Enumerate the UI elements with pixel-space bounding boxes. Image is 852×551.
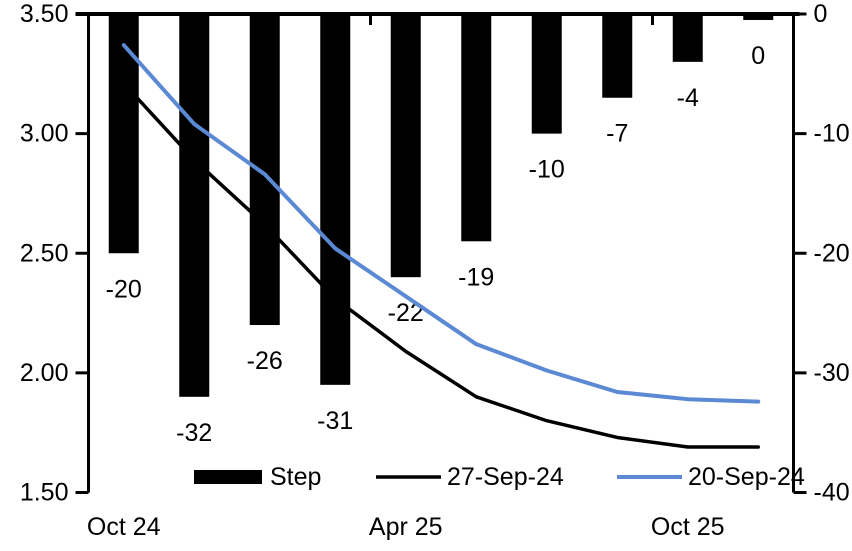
line-series-27-sep-24: [122, 81, 760, 449]
bar-step-2: [249, 14, 280, 326]
bar-data-label-3: -31: [317, 407, 353, 435]
bar-step-5: [461, 14, 492, 242]
bar-data-label-9: 0: [751, 42, 765, 70]
left-axis-label-4: 1.50: [20, 479, 69, 507]
bar-step-0: [108, 14, 139, 254]
bar-data-label-2: -26: [247, 347, 283, 375]
bar-step-3: [320, 14, 351, 385]
bar-step-1: [179, 14, 210, 397]
bar-data-label-6: -10: [529, 156, 565, 184]
bar-step-7: [602, 14, 633, 98]
x-axis-label-1: Apr 25: [369, 513, 443, 541]
left-axis-label-0: 3.50: [20, 0, 69, 28]
right-axis-label-4: -40: [814, 479, 850, 507]
legend-label-20-sep-24: 20-Sep-24: [688, 463, 805, 491]
bar-step-6: [531, 14, 562, 134]
legend-label-step: Step: [270, 463, 321, 491]
legend-swatch-step: [194, 470, 262, 484]
right-axis-label-0: 0: [814, 0, 828, 28]
bar-data-label-7: -7: [606, 120, 628, 148]
bar-data-label-1: -32: [176, 419, 212, 447]
bar-step-4: [390, 14, 421, 278]
bar-data-label-0: -20: [106, 275, 142, 303]
left-axis-label-3: 2.00: [20, 359, 69, 387]
bar-data-label-5: -19: [458, 263, 494, 291]
left-axis-label-2: 2.50: [20, 239, 69, 267]
legend-label-27-sep-24: 27-Sep-24: [447, 463, 564, 491]
left-axis-label-1: 3.00: [20, 120, 69, 148]
bar-step-8: [672, 14, 703, 62]
line-series-20-sep-24: [121, 43, 761, 404]
bar-data-label-8: -4: [677, 84, 699, 112]
right-axis-label-3: -30: [814, 359, 850, 387]
right-axis-label-1: -10: [814, 120, 850, 148]
x-axis-label-0: Oct 24: [87, 513, 161, 541]
bar-step-9: [743, 14, 774, 20]
right-axis-label-2: -20: [814, 239, 850, 267]
x-axis-label-2: Oct 25: [651, 513, 725, 541]
